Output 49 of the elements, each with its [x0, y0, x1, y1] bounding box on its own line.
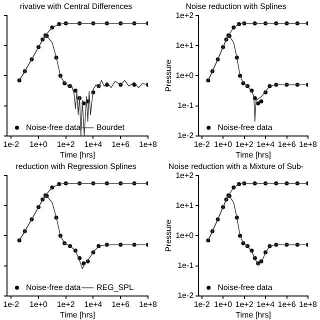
x-tick-label: 1e-2	[3, 300, 20, 309]
x-axis-title: Time [hrs]	[236, 310, 271, 320]
y-tick-label: 1e-2	[178, 131, 194, 140]
legend-label: REG_SPL	[96, 283, 134, 292]
x-axis-title: Time [hrs]	[236, 150, 271, 160]
x-tick-label: 1e+6	[112, 300, 130, 309]
legend-label: Noise-free data	[26, 283, 82, 292]
x-tick-label: 1e+8	[138, 300, 158, 309]
x-tick-label: 1e+8	[298, 300, 318, 309]
x-tick-label: 1e+0	[29, 140, 48, 149]
x-tick-label: 1e-2	[3, 140, 20, 149]
x-tick-label: 1e+2	[235, 300, 254, 309]
legend-label: Noise-free data	[218, 123, 273, 132]
y-tick-label: 1e-2	[178, 291, 194, 300]
y-tick-label: 1e+0	[176, 230, 194, 240]
x-tick-label: 1e+4	[256, 140, 276, 149]
x-tick-label: 1e+4	[84, 140, 103, 149]
y-tick-label: 1e-1	[178, 260, 194, 270]
x-tick-label: 1e+6	[278, 300, 296, 309]
x-axis-title: Time [hrs]	[60, 150, 96, 160]
x-tick-label: 1e-2	[194, 140, 210, 149]
x-tick-label: 1e+8	[298, 140, 318, 149]
x-axis-title: Time [hrs]	[60, 310, 96, 320]
y-tick-label: 1e+1	[176, 40, 194, 50]
x-tick-label: 1e+4	[84, 300, 103, 309]
legend-label: Bourdet	[96, 123, 126, 132]
chart-title: Noise reduction with a Mixture of Sub-	[168, 162, 304, 172]
chart-title: rivative with Central Differences	[20, 2, 132, 12]
x-tick-label: 1e+0	[214, 300, 233, 309]
chart-title: reduction with Regression Splines	[16, 162, 136, 172]
y-tick-label: 1e+2	[176, 10, 194, 20]
x-tick-label: 1e+0	[29, 300, 48, 309]
x-tick-label: 1e+0	[214, 140, 233, 149]
y-tick-label: 1e-1	[178, 100, 194, 110]
y-tick-label: 1e+1	[176, 200, 194, 210]
y-axis-title: Pressure	[164, 59, 174, 92]
x-tick-label: 1e+6	[112, 140, 130, 149]
y-axis-title: Pressure	[164, 219, 174, 252]
x-tick-label: 1e+2	[235, 140, 254, 149]
y-tick-label: 1e+0	[176, 70, 194, 80]
chart-title: Noise reduction with Splines	[186, 2, 286, 12]
x-tick-label: 1e-2	[194, 300, 210, 309]
x-tick-label: 1e+2	[56, 140, 76, 149]
x-tick-label: 1e+4	[256, 300, 276, 309]
legend-label: Noise-free data	[218, 283, 273, 292]
y-tick-label: 1e+2	[176, 170, 194, 180]
x-tick-label: 1e+2	[56, 300, 76, 309]
x-tick-label: 1e+6	[278, 140, 296, 149]
x-tick-label: 1e+8	[138, 140, 158, 149]
